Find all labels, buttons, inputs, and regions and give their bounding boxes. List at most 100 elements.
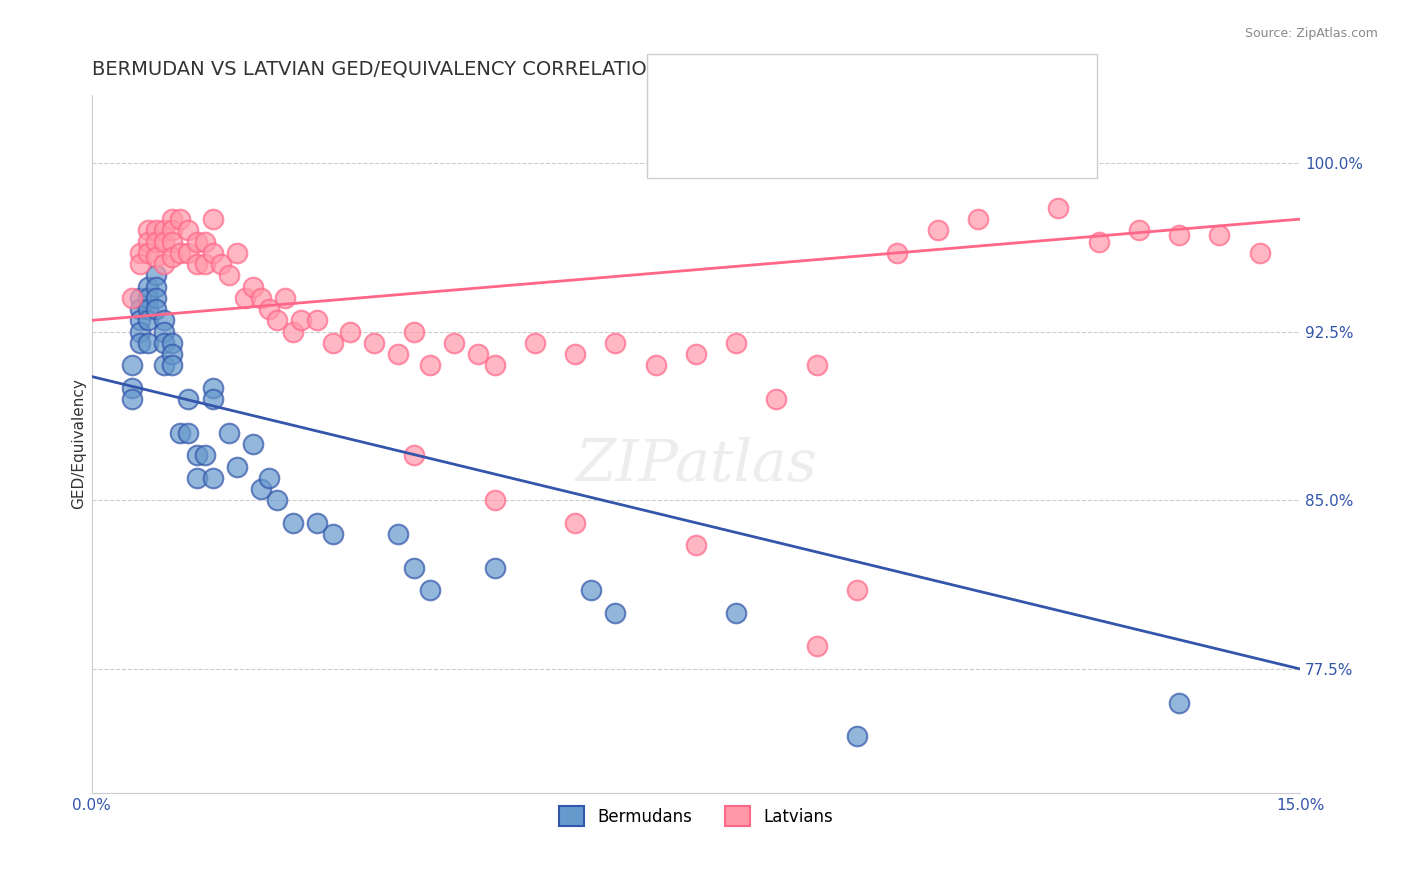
Point bbox=[242, 437, 264, 451]
Point bbox=[129, 291, 152, 305]
Point bbox=[169, 212, 191, 227]
Text: N =: N = bbox=[851, 89, 890, 107]
Point bbox=[153, 257, 176, 271]
Point bbox=[846, 583, 869, 598]
Point bbox=[685, 347, 707, 361]
Point bbox=[322, 335, 344, 350]
Point bbox=[419, 359, 441, 373]
Point bbox=[169, 245, 191, 260]
Point bbox=[225, 245, 247, 260]
Point bbox=[162, 347, 184, 361]
Point bbox=[322, 527, 344, 541]
Point bbox=[153, 313, 176, 327]
Point bbox=[136, 313, 159, 327]
Point bbox=[136, 335, 159, 350]
Text: BERMUDAN VS LATVIAN GED/EQUIVALENCY CORRELATION CHART: BERMUDAN VS LATVIAN GED/EQUIVALENCY CORR… bbox=[91, 60, 733, 78]
Point bbox=[233, 291, 256, 305]
Point bbox=[806, 640, 828, 654]
Point bbox=[186, 257, 208, 271]
Point bbox=[218, 425, 240, 440]
Point bbox=[283, 516, 305, 530]
Point bbox=[121, 359, 143, 373]
Point bbox=[162, 359, 184, 373]
Point bbox=[193, 235, 215, 249]
Point bbox=[1208, 227, 1230, 242]
Point bbox=[339, 325, 361, 339]
Text: ZIPatlas: ZIPatlas bbox=[575, 437, 817, 493]
Point bbox=[307, 313, 329, 327]
Point bbox=[307, 516, 329, 530]
Point bbox=[201, 245, 224, 260]
Point bbox=[177, 223, 200, 237]
Point bbox=[484, 359, 506, 373]
Text: Source: ZipAtlas.com: Source: ZipAtlas.com bbox=[1244, 27, 1378, 40]
Point bbox=[402, 448, 425, 462]
Point bbox=[145, 268, 167, 283]
Text: N =: N = bbox=[851, 132, 890, 150]
Point bbox=[387, 347, 409, 361]
Point bbox=[927, 223, 949, 237]
Point bbox=[250, 482, 273, 496]
Point bbox=[177, 392, 200, 406]
Point bbox=[153, 335, 176, 350]
Point bbox=[1168, 696, 1191, 710]
Point bbox=[136, 279, 159, 293]
Point bbox=[177, 245, 200, 260]
Point bbox=[186, 235, 208, 249]
Point bbox=[274, 291, 297, 305]
Point bbox=[266, 313, 288, 327]
Point bbox=[523, 335, 546, 350]
Point bbox=[1249, 245, 1271, 260]
Point bbox=[201, 471, 224, 485]
Point bbox=[266, 493, 288, 508]
Text: -0.307: -0.307 bbox=[766, 89, 831, 107]
Text: 51: 51 bbox=[897, 89, 922, 107]
Point bbox=[402, 325, 425, 339]
Point bbox=[201, 392, 224, 406]
Point bbox=[846, 730, 869, 744]
Point bbox=[1128, 223, 1150, 237]
Point bbox=[605, 606, 627, 620]
Point bbox=[242, 279, 264, 293]
Point bbox=[443, 335, 465, 350]
Point bbox=[419, 583, 441, 598]
Point bbox=[564, 347, 586, 361]
Point bbox=[644, 359, 666, 373]
Point bbox=[201, 381, 224, 395]
Point bbox=[725, 606, 748, 620]
Point bbox=[136, 223, 159, 237]
Point bbox=[1087, 235, 1109, 249]
Point bbox=[1047, 201, 1070, 215]
Point bbox=[177, 425, 200, 440]
Point bbox=[153, 235, 176, 249]
Point bbox=[162, 235, 184, 249]
Point bbox=[136, 302, 159, 317]
Point bbox=[145, 279, 167, 293]
Point bbox=[136, 235, 159, 249]
Point bbox=[129, 302, 152, 317]
Point bbox=[121, 291, 143, 305]
Point bbox=[145, 223, 167, 237]
Point bbox=[257, 302, 280, 317]
Point bbox=[129, 257, 152, 271]
Point bbox=[484, 560, 506, 574]
Point bbox=[145, 302, 167, 317]
Point bbox=[387, 527, 409, 541]
Point bbox=[129, 245, 152, 260]
Point bbox=[363, 335, 385, 350]
Point bbox=[121, 392, 143, 406]
Text: R =: R = bbox=[717, 132, 756, 150]
Text: R =: R = bbox=[717, 89, 756, 107]
Legend: Bermudans, Latvians: Bermudans, Latvians bbox=[553, 799, 839, 833]
Point bbox=[186, 448, 208, 462]
Point bbox=[193, 257, 215, 271]
Point bbox=[209, 257, 232, 271]
Point bbox=[467, 347, 489, 361]
Point bbox=[402, 560, 425, 574]
Point bbox=[129, 335, 152, 350]
Text: 0.181: 0.181 bbox=[766, 132, 824, 150]
Point bbox=[484, 493, 506, 508]
Point bbox=[136, 245, 159, 260]
Point bbox=[162, 251, 184, 265]
Point bbox=[966, 212, 988, 227]
